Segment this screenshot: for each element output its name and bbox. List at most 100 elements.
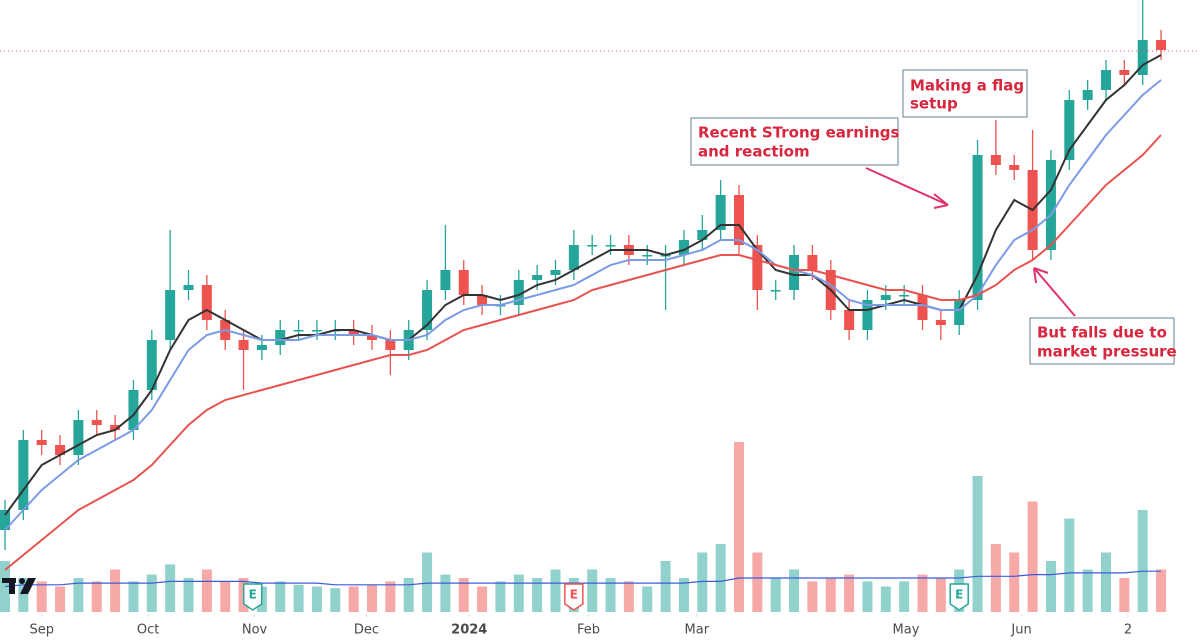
candle-body: [789, 255, 800, 290]
candle-body: [568, 245, 579, 270]
annotation-arrow: [865, 167, 949, 209]
volume-bar: [789, 569, 800, 612]
volume-bar: [972, 476, 983, 612]
volume-bar: [1101, 552, 1111, 612]
candle-body: [587, 245, 598, 247]
volume-bar: [734, 442, 744, 612]
candle-body: [550, 270, 561, 275]
candle-body: [165, 290, 176, 340]
candle-body: [91, 420, 102, 425]
candle-body: [293, 330, 304, 332]
moving-average: [4, 79, 1162, 531]
volume-bar: [1119, 578, 1130, 612]
volume-bar: [201, 569, 212, 612]
volume-bar: [73, 578, 84, 612]
volume-bar: [293, 584, 304, 612]
volume-bar: [128, 581, 139, 612]
x-tick-label: May: [893, 623, 920, 638]
volume-bar: [275, 581, 286, 612]
volume-bar: [18, 578, 29, 612]
volume-bar: [990, 544, 1001, 612]
volume-bar: [110, 569, 121, 612]
volume-ma-layer: [4, 570, 1162, 588]
candle-body: [972, 155, 983, 300]
volume-bar: [1064, 518, 1075, 612]
candle-body: [1082, 90, 1093, 100]
annotation-text: Recent STrong earnings: [698, 124, 900, 142]
ma-layer: [4, 54, 1162, 571]
candle-body: [917, 295, 928, 320]
volume-bar: [55, 586, 66, 612]
candle-body: [807, 255, 818, 270]
volume-bar: [513, 574, 524, 612]
x-tick-label: Oct: [137, 623, 159, 638]
volume-bar: [311, 586, 322, 612]
candle-body: [1119, 70, 1130, 75]
annotation-text: Making a flag: [910, 77, 1024, 95]
volume-bar: [403, 578, 414, 612]
volume-bar: [348, 586, 359, 612]
earnings-marker: [949, 583, 969, 611]
candle-body: [770, 290, 781, 292]
candle-body: [642, 255, 653, 257]
x-tick-label: Sep: [29, 623, 54, 638]
candle-body: [678, 240, 689, 255]
x-tick-label: Mar: [685, 623, 710, 638]
candle-body: [311, 330, 322, 332]
candle-body: [899, 295, 910, 297]
candle-body: [935, 320, 946, 325]
earnings-marker: [242, 583, 263, 611]
volume-bar: [422, 552, 433, 612]
candle-body: [513, 280, 524, 305]
candle-body: [1101, 70, 1111, 90]
logo: [2, 578, 36, 594]
volume-bar: [165, 564, 176, 612]
annotation-text: and reactiom: [698, 143, 810, 161]
candle-body: [18, 440, 29, 510]
volume-bar: [330, 588, 341, 612]
volume-bar: [1156, 569, 1167, 612]
axis-layer: Sep Oct Nov Dec 2024 Feb Mar May Jun 2: [0, 614, 1200, 644]
earnings-marker: [564, 583, 584, 611]
candle-body: [1009, 165, 1020, 170]
volume-bar: [1027, 501, 1038, 612]
candle-body: [146, 340, 157, 390]
x-tick-label: Nov: [242, 623, 268, 638]
volume-bar: [605, 578, 616, 612]
candle-body: [201, 285, 212, 320]
volume-bar: [458, 578, 469, 612]
candle-body: [1045, 160, 1056, 250]
volume-bar: [532, 578, 543, 612]
candle-body: [0, 510, 10, 530]
x-tick-label: 2024: [451, 623, 487, 638]
volume-bar: [183, 578, 194, 612]
annotation-arrow: [1033, 267, 1076, 317]
volume-bar: [146, 574, 157, 612]
volume-bar: [477, 586, 488, 612]
candle-body: [458, 270, 469, 295]
earnings-label: E: [570, 588, 578, 602]
annotation-text: setup: [910, 95, 958, 113]
candle-body: [256, 345, 267, 350]
volume-bar: [36, 581, 47, 612]
candle-body: [73, 420, 84, 455]
volume-bar: [550, 569, 561, 612]
annotation-group: Recent STrong earnings and reactiom Maki…: [690, 69, 1177, 365]
annotation-text: market pressure: [1037, 343, 1177, 361]
x-axis-band: [0, 614, 1200, 644]
volume-bar: [587, 569, 598, 612]
volume-bar: [91, 581, 102, 612]
candle-body: [385, 340, 396, 350]
volume-bar: [220, 581, 231, 612]
volume-bar: [367, 584, 377, 612]
candle-body: [605, 245, 616, 247]
moving-average: [4, 54, 1162, 516]
candle-body: [110, 425, 121, 430]
volume-bar: [1045, 561, 1056, 612]
moving-average: [4, 134, 1162, 571]
candle-body: [477, 295, 488, 305]
candle-body: [880, 295, 891, 300]
volume-ma-line: [4, 570, 1162, 588]
